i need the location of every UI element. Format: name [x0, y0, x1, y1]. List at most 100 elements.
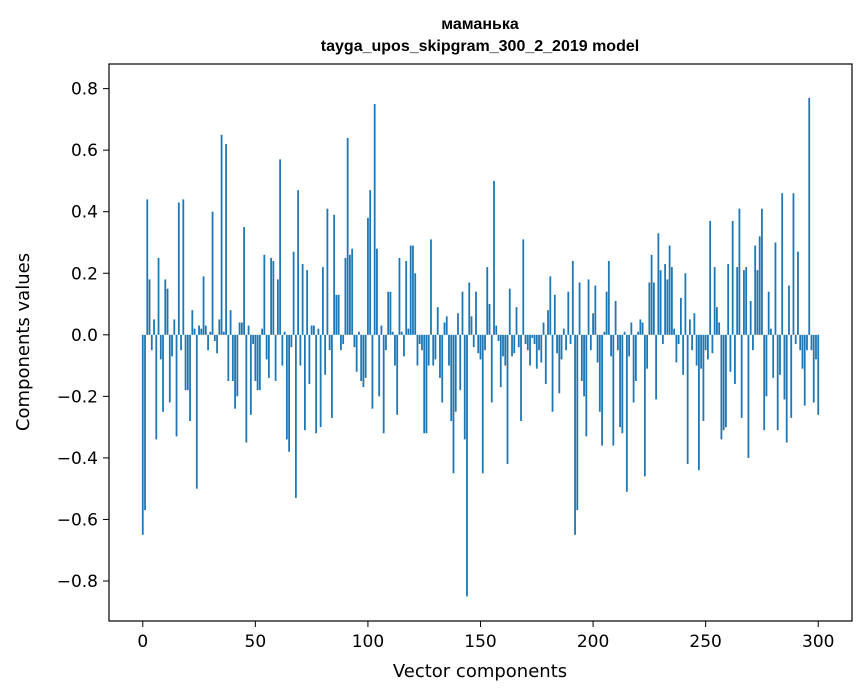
bar — [180, 334, 182, 351]
bar — [704, 334, 707, 351]
bar — [315, 334, 318, 434]
bar — [376, 248, 378, 335]
bar — [515, 307, 518, 335]
bar — [231, 334, 234, 381]
bar — [247, 325, 250, 335]
bar — [436, 307, 439, 335]
y-tick-label: −0.2 — [57, 387, 98, 407]
bar — [441, 334, 444, 403]
bar — [538, 334, 540, 351]
bar — [648, 282, 651, 335]
bar — [146, 199, 149, 335]
bar — [333, 214, 336, 335]
bar — [817, 334, 820, 415]
y-tick-label: −0.6 — [57, 510, 98, 530]
y-tick-label: 0.0 — [71, 326, 98, 346]
bar — [346, 137, 349, 335]
bar — [434, 334, 437, 360]
bar — [542, 322, 545, 335]
bar — [234, 334, 236, 409]
bar — [369, 190, 372, 335]
bar — [808, 97, 811, 335]
bar — [193, 328, 196, 335]
bar — [511, 334, 513, 357]
bar — [279, 159, 282, 335]
bar — [405, 260, 408, 335]
bar — [349, 254, 351, 335]
bar — [673, 328, 676, 335]
bar — [173, 319, 176, 335]
bar — [529, 334, 531, 366]
bar — [691, 334, 694, 351]
bar — [812, 334, 815, 403]
bar — [252, 334, 254, 345]
bar — [794, 334, 797, 345]
bar — [288, 334, 291, 452]
bar — [493, 180, 495, 335]
chart-title-line1: маманька — [441, 16, 519, 33]
bar — [792, 193, 795, 335]
bar — [308, 334, 311, 385]
bar — [254, 334, 257, 381]
bar — [270, 257, 273, 335]
bar — [686, 334, 689, 465]
bar — [535, 334, 538, 369]
bar — [560, 334, 563, 360]
bar — [806, 334, 808, 351]
bar — [378, 334, 381, 397]
bar — [668, 245, 671, 335]
bar — [328, 334, 331, 351]
bar — [650, 254, 653, 335]
bar — [756, 270, 759, 335]
bar — [504, 334, 507, 366]
bar — [623, 331, 626, 335]
bar — [594, 285, 597, 335]
bar — [679, 297, 682, 335]
bar — [803, 334, 806, 406]
bar — [319, 334, 322, 428]
bar — [213, 334, 216, 341]
bar — [184, 334, 187, 391]
bar — [472, 334, 475, 348]
bar — [630, 322, 633, 335]
bar — [682, 334, 685, 375]
bar — [238, 322, 241, 335]
bar — [675, 334, 678, 363]
bar — [155, 334, 158, 440]
bar — [283, 331, 286, 335]
bar — [294, 334, 297, 498]
bar — [720, 334, 723, 440]
bar — [596, 334, 599, 363]
bar — [646, 334, 649, 369]
bar — [601, 334, 603, 446]
plot-area — [108, 63, 853, 622]
bar — [387, 291, 390, 335]
bar — [765, 334, 768, 397]
bar — [767, 291, 770, 335]
bar — [468, 282, 471, 335]
bar — [358, 331, 360, 335]
bar — [598, 334, 601, 412]
bar — [522, 239, 525, 335]
bar — [688, 319, 691, 335]
bar — [425, 334, 428, 434]
bar — [729, 334, 732, 372]
bar — [421, 334, 423, 351]
bar — [463, 334, 466, 440]
bar — [211, 211, 214, 335]
bar — [414, 273, 417, 335]
bar — [565, 334, 567, 351]
bar — [297, 190, 300, 335]
y-axis-ticks: −0.8 −0.6 −0.4 −0.2 0.0 0.2 0.4 0.6 0.8 — [57, 80, 109, 592]
bar — [265, 334, 268, 360]
bar — [243, 227, 245, 335]
bar — [303, 334, 306, 431]
bar — [583, 334, 585, 397]
bar — [141, 334, 144, 535]
bar — [637, 331, 640, 335]
bar — [481, 334, 484, 474]
bar — [227, 334, 230, 381]
bar — [815, 334, 817, 360]
bar — [652, 282, 655, 335]
bar — [486, 267, 489, 335]
